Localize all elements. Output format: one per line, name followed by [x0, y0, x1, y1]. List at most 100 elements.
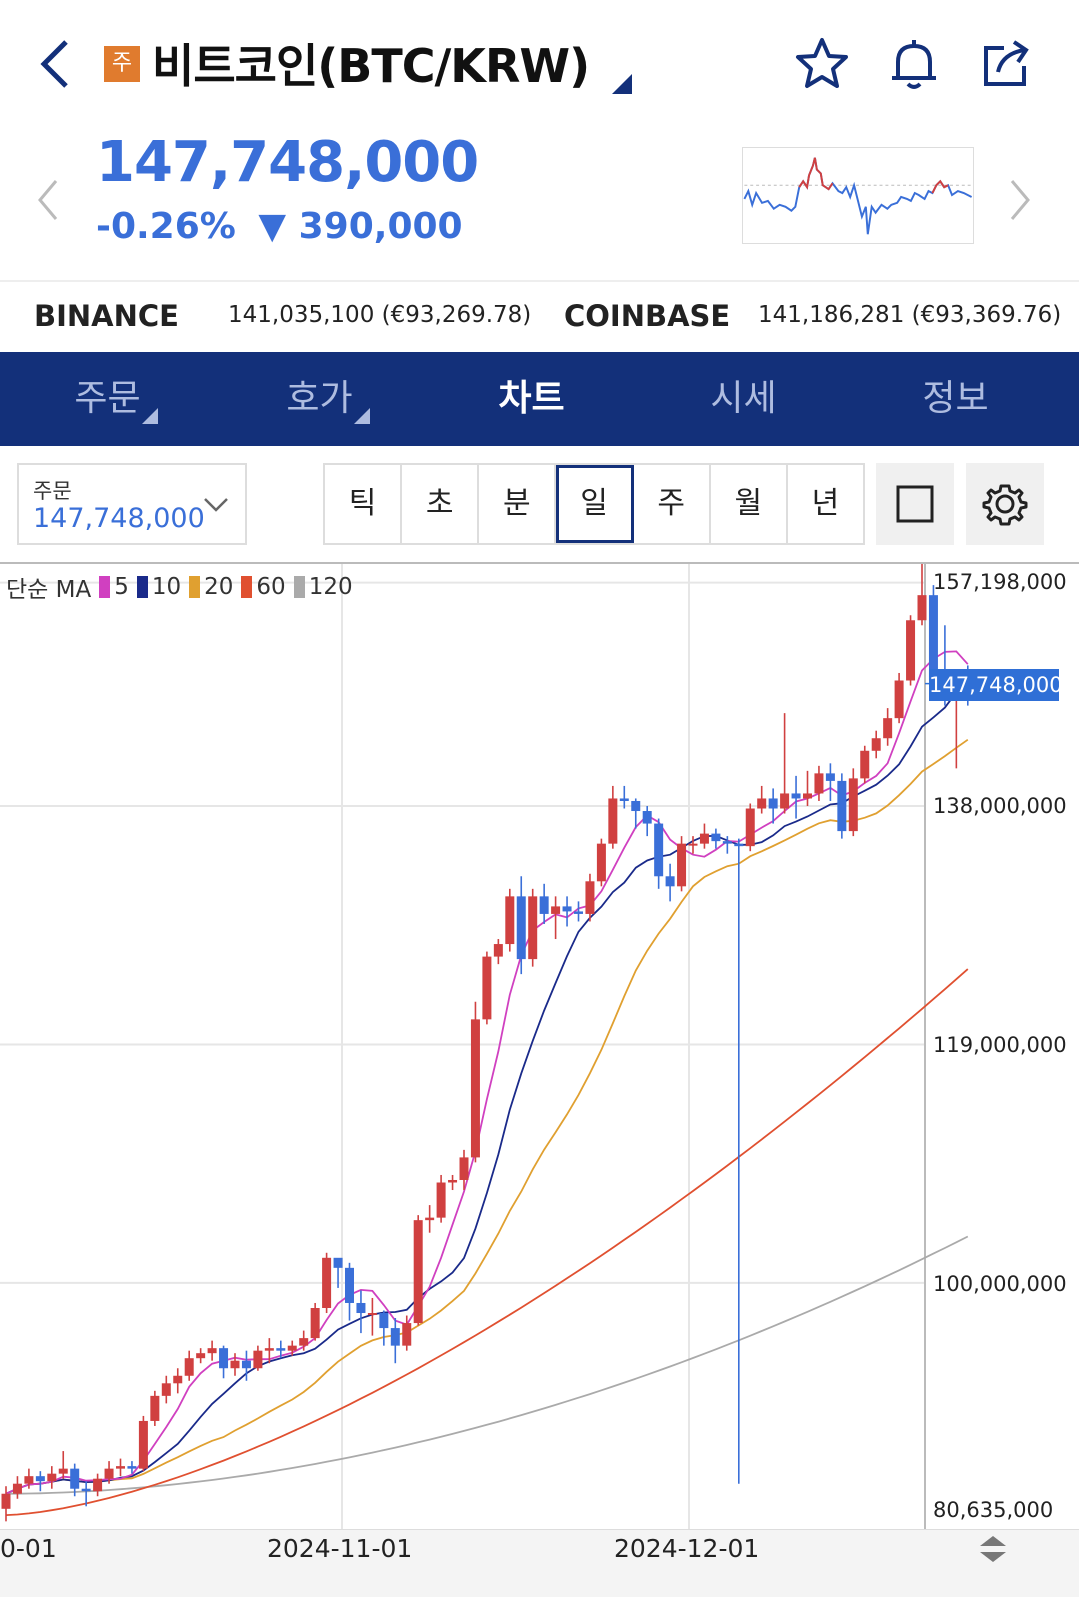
candle-body [333, 1257, 343, 1268]
period-year[interactable]: 년 [811, 486, 840, 521]
ma120-line [6, 1235, 969, 1495]
candle-body [665, 876, 675, 887]
candle-body [699, 833, 709, 844]
order-select-label: 주문 [33, 479, 72, 503]
candle-body [848, 778, 858, 832]
chart-settings-button[interactable] [966, 463, 1044, 545]
legend-label-ma20: 20 [204, 574, 234, 600]
candle-body [367, 1313, 377, 1316]
candle-body [493, 944, 503, 957]
current-price: 147,748,000 [96, 130, 479, 195]
tab-orderbook[interactable]: 호가 [286, 378, 353, 419]
candle-body [1, 1493, 11, 1509]
candle-body [871, 738, 881, 751]
bell-icon[interactable] [884, 34, 944, 94]
price-chart-area[interactable]: 단순 MA 5 10 20 60 120 157,198,000 138,000… [0, 562, 1079, 1597]
candle-body [883, 718, 893, 739]
title-dropdown-icon[interactable] [612, 74, 632, 94]
x-tick-label: 2024-12-01 [614, 1534, 760, 1563]
candle-body [585, 881, 595, 914]
candle-body [436, 1182, 446, 1218]
tab-market[interactable]: 시세 [710, 378, 777, 419]
x-axis[interactable]: 0-01 2024-11-01 2024-12-01 [0, 1529, 1079, 1597]
period-month[interactable]: 월 [711, 465, 788, 543]
candle-body [539, 896, 549, 914]
candle-body [70, 1468, 80, 1489]
drawing-tool-button[interactable] [876, 463, 954, 545]
candle-body [906, 620, 916, 681]
tab-chart[interactable]: 차트 [498, 378, 565, 419]
candle-body [516, 896, 526, 960]
share-icon[interactable] [976, 34, 1036, 94]
candle-body [264, 1348, 274, 1351]
candle-body [917, 595, 927, 621]
candle-body [608, 798, 618, 844]
period-week[interactable]: 주 [634, 465, 711, 543]
candle-body [150, 1395, 160, 1421]
candle-body [425, 1217, 435, 1221]
period-tick[interactable]: 틱 [325, 465, 403, 543]
chart-scroll-toggle-icon[interactable] [976, 1532, 1010, 1566]
candle-body [47, 1473, 57, 1482]
candle-body [642, 811, 652, 824]
candle-body [791, 793, 801, 799]
candle-body [207, 1348, 217, 1354]
order-price-select[interactable]: 주문 147,748,000 [17, 463, 247, 545]
candle-body [24, 1476, 34, 1484]
tab-info[interactable]: 정보 [922, 378, 989, 419]
ma20-line [5, 738, 969, 1495]
candle-body [470, 1019, 480, 1158]
candle-body [127, 1466, 137, 1469]
ma5-line [5, 650, 969, 1495]
candle-body [448, 1179, 458, 1183]
x-tick-label: 0-01 [0, 1534, 57, 1563]
candle-body [104, 1468, 114, 1479]
candle-body [803, 793, 812, 799]
back-arrow-icon[interactable] [30, 34, 80, 94]
ma60-line [5, 968, 969, 1516]
candle-body [505, 896, 515, 945]
change-percent: -0.26% [96, 206, 236, 247]
next-coin-icon[interactable] [1004, 175, 1034, 225]
candle-body [711, 833, 721, 842]
coin-title[interactable]: 비트코인(BTC/KRW) [152, 39, 590, 93]
candle-body [574, 911, 583, 914]
period-day[interactable]: 일 [556, 465, 634, 543]
period-selector: 틱 초 분 일 주 월 년 [323, 463, 865, 545]
candle-body [35, 1476, 45, 1482]
y-tick-label: 100,000,000 [933, 1272, 1067, 1296]
ma10-line [5, 682, 969, 1495]
candlestick-chart[interactable] [0, 564, 1079, 1529]
y-tick-label: 80,635,000 [933, 1498, 1054, 1522]
candle-body [116, 1466, 125, 1469]
exchange-value-binance: 141,035,100 (€93,269.78) [228, 302, 532, 328]
candle-body [345, 1267, 354, 1303]
prev-coin-icon[interactable] [34, 175, 64, 225]
candle-body [356, 1302, 366, 1314]
legend-swatch-ma60 [241, 576, 253, 598]
candle-body [619, 798, 629, 801]
period-minute[interactable]: 분 [479, 465, 557, 543]
main-tabs: 주문 호가 차트 시세 정보 [0, 352, 1079, 446]
price-change: -0.26% ▼ 390,000 [96, 206, 463, 247]
period-second[interactable]: 초 [402, 465, 480, 543]
candle-body [596, 843, 606, 882]
legend-label-ma120: 120 [308, 574, 353, 600]
exchange-name-coinbase: COINBASE [564, 299, 731, 333]
candle-body [287, 1345, 297, 1351]
candle-body [894, 680, 904, 719]
candle-body [241, 1360, 251, 1369]
candle-body [253, 1350, 263, 1369]
candle-body [745, 808, 755, 847]
order-select-value: 147,748,000 [33, 503, 205, 534]
candle-body [161, 1383, 171, 1396]
star-icon[interactable] [792, 34, 852, 94]
candle-body [734, 843, 744, 847]
candle-body [138, 1420, 148, 1469]
tab-order[interactable]: 주문 [74, 378, 141, 419]
ma-legend: 단순 MA 5 10 20 60 120 [6, 570, 353, 604]
header: 주 비트코인(BTC/KRW) [0, 0, 1079, 125]
square-icon [896, 485, 934, 523]
legend-label-ma5: 5 [114, 574, 129, 600]
candle-body [688, 843, 698, 846]
